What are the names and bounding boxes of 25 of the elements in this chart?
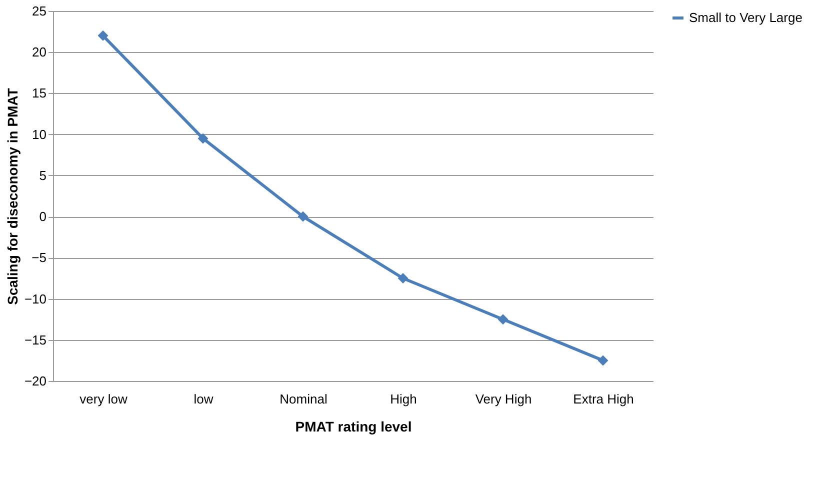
x-tick-label: very low — [80, 392, 128, 406]
y-tick-label: 0 — [39, 209, 46, 224]
legend-label: Small to Very Large — [689, 10, 802, 25]
y-tick-label: 20 — [32, 44, 46, 60]
y-tick-label: −15 — [24, 332, 46, 348]
point — [198, 133, 208, 144]
y-tick-label: 15 — [32, 86, 46, 101]
y-tick-label: −5 — [32, 250, 46, 266]
point — [598, 355, 608, 366]
x-tick-label: Very High — [475, 392, 532, 406]
x-tick-label: Nominal — [280, 392, 328, 406]
point — [498, 314, 508, 325]
point — [98, 30, 108, 41]
y-tick-label: 25 — [32, 4, 46, 18]
y-tick-label: 5 — [39, 168, 46, 183]
y-tick-label: −20 — [24, 374, 46, 388]
x-tick-label: low — [194, 392, 214, 406]
y-tick-label: −10 — [24, 291, 46, 306]
point — [398, 272, 408, 284]
x-axis-title: PMAT rating level — [295, 418, 412, 434]
x-tick-label: High — [390, 392, 417, 406]
y-axis-title: Scaling for diseconomy in PMAT — [4, 88, 20, 305]
y-tick-label: 10 — [32, 126, 46, 142]
point — [298, 211, 308, 222]
x-tick-label: Extra High — [573, 392, 634, 406]
